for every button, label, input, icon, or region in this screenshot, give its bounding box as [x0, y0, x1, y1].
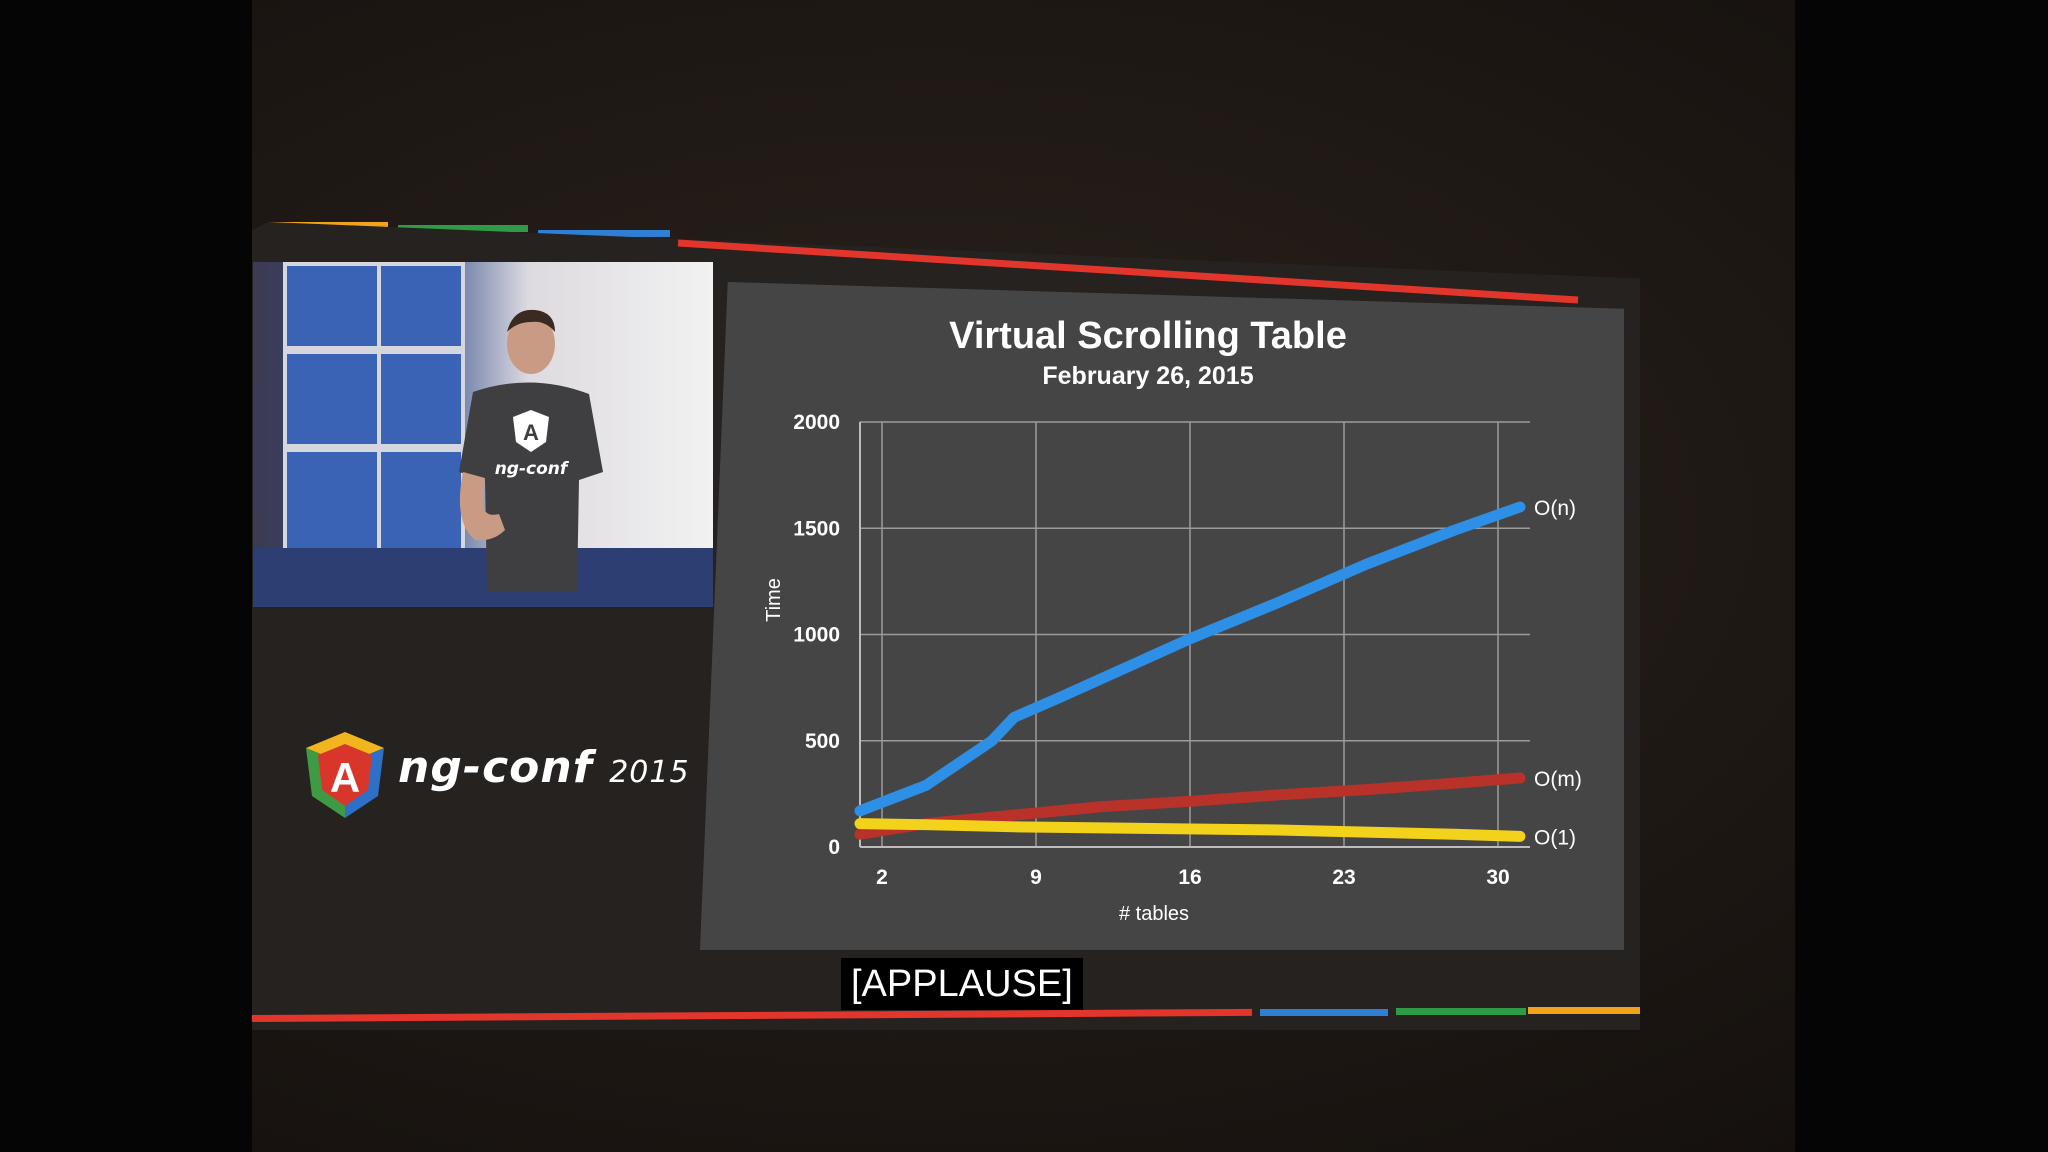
x-tick-label: 30 — [1486, 866, 1509, 889]
shirt-text: ng-conf — [495, 459, 570, 479]
accent-stripe-top-green — [398, 225, 528, 232]
accent-stripe-top-blue — [538, 230, 670, 237]
slide-top-red-line — [677, 239, 1579, 304]
logo-wordmark: ng-conf 2015 — [398, 742, 690, 793]
stage-window-pane — [283, 448, 381, 556]
series-label: O(1) — [1534, 826, 1576, 849]
letterbox-left — [0, 0, 252, 1152]
stage-window-pane — [377, 448, 465, 556]
x-tick-label: 2 — [876, 866, 888, 889]
x-tick-labels: 2 9 16 23 30 — [876, 866, 1510, 889]
accent-stripe-bottom-yellow — [1528, 1007, 1640, 1014]
y-tick-label: 1500 — [793, 517, 840, 540]
logo-year: 2015 — [609, 755, 690, 790]
x-axis-label: # tables — [1119, 903, 1189, 925]
y-tick-label: 2000 — [793, 411, 840, 434]
series-labels: O(n) O(m) O(1) — [1534, 497, 1582, 849]
chart-title: Virtual Scrolling Table — [949, 315, 1347, 357]
line-chart: Virtual Scrolling Table February 26, 201… — [763, 315, 1582, 925]
speaker-shirt — [459, 382, 603, 592]
y-axis-label: Time — [763, 578, 785, 622]
logo-name: ng-conf — [398, 742, 593, 793]
speaker-figure: A ng-conf — [459, 309, 603, 592]
accent-stripe-bottom-blue — [1260, 1009, 1388, 1016]
caption-subtitle: [APPLAUSE] — [841, 958, 1083, 1010]
y-tick-label: 500 — [805, 730, 840, 753]
letterbox-right — [1795, 0, 2048, 1152]
x-tick-label: 23 — [1332, 866, 1355, 889]
x-tick-label: 16 — [1178, 866, 1201, 889]
y-tick-label: 0 — [828, 836, 840, 859]
stage-window-pane — [377, 262, 465, 350]
ng-conf-logo: A ng-conf 2015 — [300, 730, 689, 820]
series-line-O(1) — [854, 818, 1526, 842]
y-tick-labels: 0 500 1000 1500 2000 — [793, 411, 840, 859]
speaker-arm — [459, 472, 505, 541]
series-line-O(n) — [854, 501, 1526, 817]
chart-panel: Virtual Scrolling Table February 26, 201… — [700, 282, 1624, 950]
series-label: O(n) — [1534, 497, 1576, 520]
stage-window-pane — [283, 262, 381, 350]
angular-shield-icon: A — [306, 732, 384, 818]
accent-stripe-bottom-green — [1396, 1008, 1526, 1015]
stage-floor — [253, 548, 713, 607]
chart-subtitle: February 26, 2015 — [1042, 362, 1253, 390]
y-tick-label: 1000 — [793, 624, 840, 647]
logo-shield-core — [318, 744, 372, 806]
series-lines — [854, 501, 1526, 842]
stage-window-pane — [283, 350, 381, 448]
shirt-logo-shield — [513, 410, 549, 452]
speaker-video-feed: A ng-conf — [253, 262, 713, 607]
series-label: O(m) — [1534, 768, 1582, 791]
shirt-logo-letter: A — [523, 420, 539, 445]
speaker-head — [507, 314, 555, 374]
stage-window-pane — [377, 350, 465, 448]
logo-letter: A — [330, 754, 360, 801]
x-tick-label: 9 — [1030, 866, 1042, 889]
speaker-hair — [507, 309, 555, 332]
